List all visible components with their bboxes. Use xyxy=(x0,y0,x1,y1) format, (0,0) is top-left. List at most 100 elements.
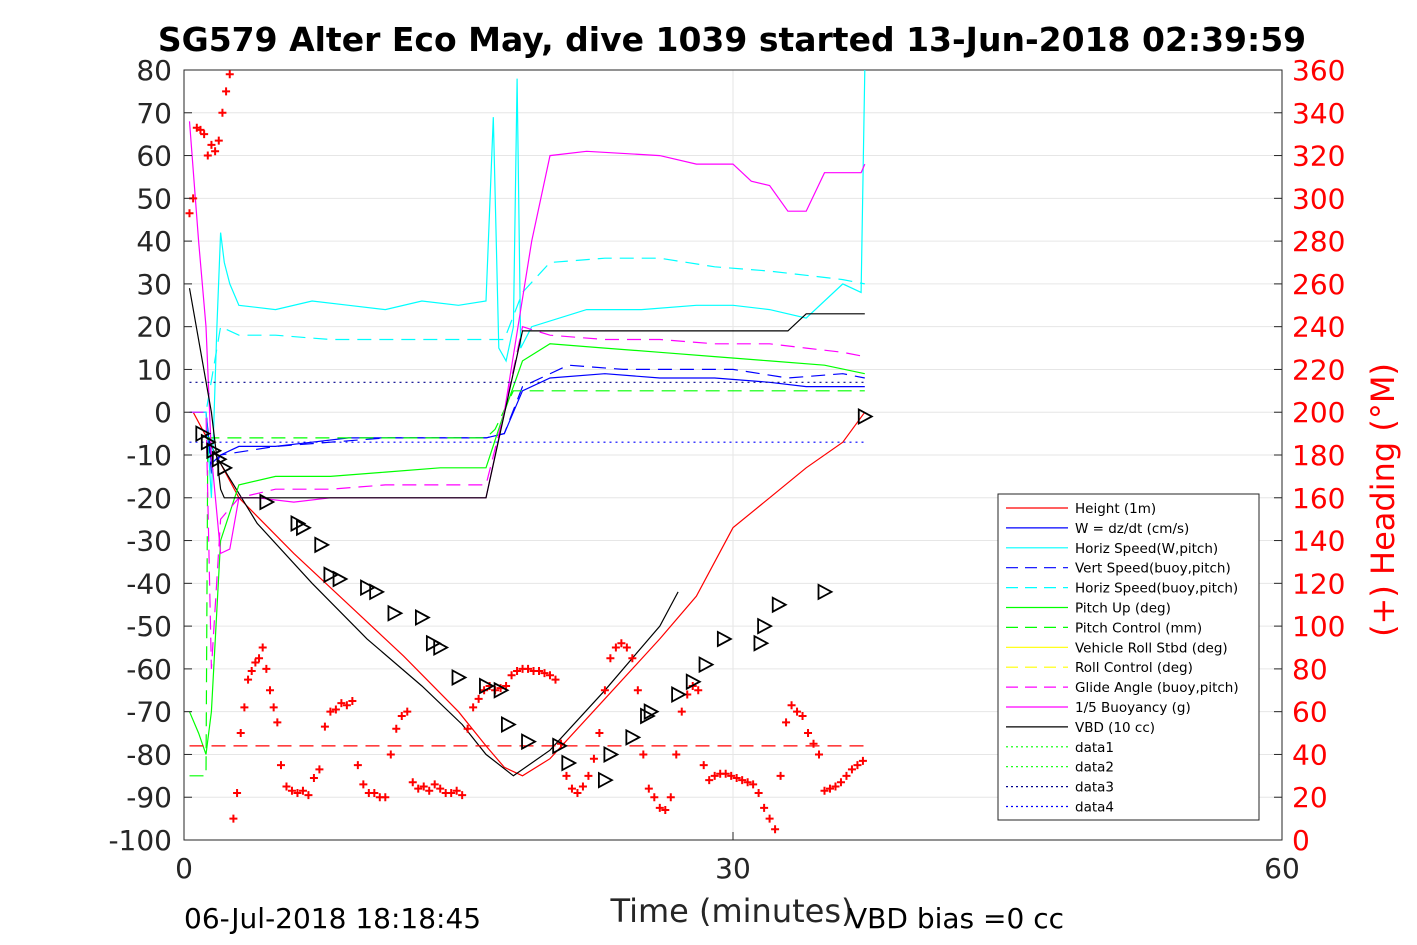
legend-label: Pitch Up (deg) xyxy=(1075,601,1171,617)
heading-point xyxy=(617,639,626,648)
heading-point xyxy=(269,703,278,712)
right-tick-label: 100 xyxy=(1292,610,1345,643)
series-vert-speed-buoy-pitch xyxy=(189,364,865,475)
footer-timestamp: 06-Jul-2018 18:18:45 xyxy=(184,902,481,935)
heading-point xyxy=(309,773,318,782)
vbd-triangle-marker xyxy=(817,583,834,601)
right-tick-label: 320 xyxy=(1292,140,1345,173)
heading-point xyxy=(732,773,741,782)
vbd-triangle-marker xyxy=(603,745,620,763)
vbd-triangle-marker xyxy=(757,617,774,635)
vbd-triangle-marker xyxy=(771,596,788,614)
x-tick-label: 30 xyxy=(715,852,751,885)
vbd-triangle-marker xyxy=(625,728,642,746)
heading-point xyxy=(370,788,379,797)
heading-point xyxy=(524,664,533,673)
right-tick-label: 0 xyxy=(1292,824,1310,857)
left-tick-label: 60 xyxy=(136,140,172,173)
heading-point xyxy=(196,125,205,134)
heading-point xyxy=(540,669,549,678)
heading-point xyxy=(666,793,675,802)
left-tick-label: -60 xyxy=(126,653,172,686)
right-tick-label: 120 xyxy=(1292,567,1345,600)
heading-point xyxy=(255,654,264,663)
vbd-triangle-marker xyxy=(643,703,660,721)
legend-label: Vert Speed(buoy,pitch) xyxy=(1075,561,1231,577)
heading-point xyxy=(825,784,834,793)
right-tick-label: 360 xyxy=(1292,54,1345,87)
x-tick-label: 0 xyxy=(175,852,193,885)
heading-point xyxy=(546,671,554,680)
heading-point xyxy=(578,782,587,791)
left-tick-label: -90 xyxy=(126,781,172,814)
heading-point xyxy=(359,780,368,789)
series-horiz-speed-buoy-pitch xyxy=(189,257,865,413)
x-axis-label: Time (minutes) xyxy=(610,892,854,930)
vbd-triangle-marker xyxy=(451,668,468,686)
vbd-triangle-marker xyxy=(211,450,228,468)
left-tick-label: -20 xyxy=(126,482,172,515)
vbd-triangle-marker xyxy=(479,677,495,695)
heading-point xyxy=(793,707,802,716)
vbd-triangle-marker xyxy=(671,686,687,704)
left-tick-label: 70 xyxy=(136,97,172,130)
heading-point xyxy=(287,786,296,795)
series-glide-angle-buoy-pitch xyxy=(189,325,865,669)
heading-point xyxy=(842,771,851,780)
heading-point xyxy=(705,776,714,785)
heading-point xyxy=(589,754,598,763)
legend-label: W = dz/dt (cm/s) xyxy=(1075,521,1189,537)
heading-point xyxy=(222,87,231,96)
heading-point xyxy=(233,788,242,797)
heading-point xyxy=(847,765,856,774)
heading-point xyxy=(419,782,428,791)
left-tick-label: -50 xyxy=(126,610,172,643)
vbd-triangle-marker xyxy=(698,656,715,674)
heading-point xyxy=(452,786,461,795)
heading-point xyxy=(240,703,249,712)
right-tick-label: 20 xyxy=(1292,781,1328,814)
legend-label: data1 xyxy=(1075,740,1114,756)
heading-point xyxy=(815,750,824,759)
vbd-triangle-marker xyxy=(716,630,733,648)
left-tick-label: 40 xyxy=(136,225,172,258)
heading-point xyxy=(551,675,560,684)
legend-label: data3 xyxy=(1075,780,1114,796)
heading-point xyxy=(397,711,406,720)
heading-point xyxy=(218,108,227,117)
left-tick-label: -30 xyxy=(126,525,172,558)
legend-label: Pitch Control (mm) xyxy=(1075,620,1202,636)
heading-point xyxy=(447,788,456,797)
heading-point xyxy=(507,671,516,680)
left-tick-label: 10 xyxy=(136,353,172,386)
heading-point xyxy=(266,686,275,695)
series-vbd-10-cc xyxy=(188,288,865,499)
series-pitch-up-deg xyxy=(188,343,865,755)
heading-point xyxy=(262,664,271,673)
heading-point xyxy=(258,643,267,652)
vbd-triangle-marker xyxy=(685,673,702,691)
heading-point xyxy=(754,788,763,797)
heading-point xyxy=(247,667,256,676)
legend-label: VBD (10 cc) xyxy=(1075,720,1155,736)
heading-point xyxy=(513,667,522,676)
x-tick-label: 60 xyxy=(1264,852,1300,885)
heading-point xyxy=(606,654,615,663)
heading-point xyxy=(200,130,209,139)
heading-point xyxy=(584,771,593,780)
vbd-triangle-marker xyxy=(552,737,569,755)
vbd-triangle-marker xyxy=(290,514,307,532)
heading-point xyxy=(282,782,291,791)
heading-point xyxy=(229,814,238,823)
heading-point xyxy=(251,658,260,667)
heading-point xyxy=(392,724,401,733)
left-tick-label: -80 xyxy=(126,738,172,771)
legend-label: data4 xyxy=(1075,800,1114,816)
footer-vbd-bias: VBD bias =0 cc xyxy=(848,902,1064,935)
vbd-triangle-marker xyxy=(433,638,450,657)
chart-title: SG579 Alter Eco May, dive 1039 started 1… xyxy=(158,20,1306,59)
left-tick-label: 0 xyxy=(154,396,172,429)
heading-point xyxy=(207,140,216,149)
heading-point xyxy=(749,780,758,789)
heading-point xyxy=(633,686,642,695)
